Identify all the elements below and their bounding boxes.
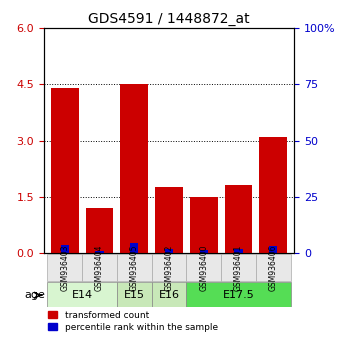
Text: GSM936404: GSM936404	[95, 244, 104, 291]
FancyBboxPatch shape	[117, 254, 152, 281]
FancyBboxPatch shape	[152, 254, 186, 281]
FancyBboxPatch shape	[47, 254, 82, 281]
Legend: transformed count, percentile rank within the sample: transformed count, percentile rank withi…	[48, 311, 218, 332]
FancyBboxPatch shape	[82, 254, 117, 281]
Text: GSM936406: GSM936406	[269, 244, 278, 291]
Text: E16: E16	[159, 290, 179, 300]
Bar	[190, 196, 218, 253]
Bar	[269, 246, 277, 253]
Text: GSM936401: GSM936401	[234, 244, 243, 291]
Text: GSM936402: GSM936402	[165, 244, 173, 291]
FancyBboxPatch shape	[186, 254, 221, 281]
Title: GDS4591 / 1448872_at: GDS4591 / 1448872_at	[88, 12, 250, 26]
Bar	[224, 185, 252, 253]
Bar	[61, 245, 69, 253]
Bar	[234, 249, 243, 253]
Text: GSM936400: GSM936400	[199, 244, 208, 291]
Bar	[199, 250, 208, 253]
FancyBboxPatch shape	[47, 282, 117, 308]
FancyBboxPatch shape	[117, 282, 152, 308]
Text: GSM936403: GSM936403	[60, 244, 69, 291]
Bar	[95, 251, 104, 253]
FancyBboxPatch shape	[186, 282, 291, 308]
Bar	[130, 243, 139, 253]
FancyBboxPatch shape	[221, 254, 256, 281]
Text: E15: E15	[124, 290, 145, 300]
Bar	[86, 208, 114, 253]
Bar	[259, 137, 287, 253]
Text: GSM936405: GSM936405	[130, 244, 139, 291]
Bar	[165, 249, 173, 253]
Text: age: age	[25, 290, 46, 300]
FancyBboxPatch shape	[256, 254, 291, 281]
Text: E17.5: E17.5	[223, 290, 255, 300]
Bar	[155, 187, 183, 253]
Text: E14: E14	[72, 290, 93, 300]
Bar	[120, 84, 148, 253]
Bar	[51, 88, 79, 253]
FancyBboxPatch shape	[152, 282, 186, 308]
